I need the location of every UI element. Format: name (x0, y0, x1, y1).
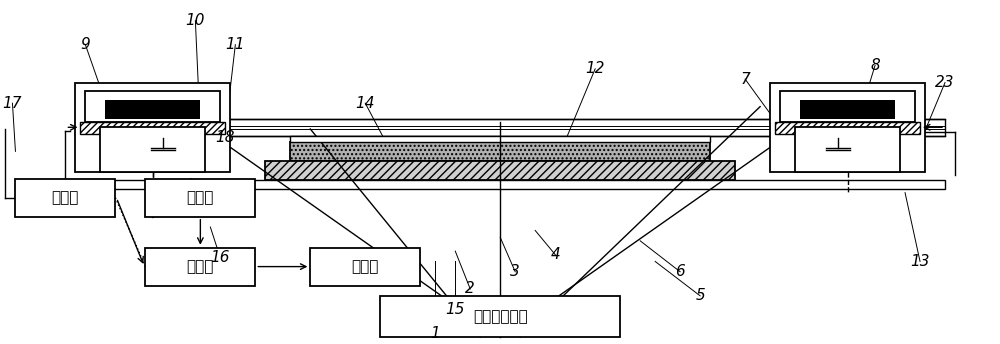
Bar (15, 179, 115, 217)
Bar (265, 161, 735, 180)
Bar (780, 91, 915, 122)
Text: 示波器: 示波器 (187, 259, 214, 274)
Bar (380, 296, 620, 337)
Text: 计算机: 计算机 (352, 259, 379, 274)
Text: 17: 17 (3, 96, 22, 111)
Text: 18: 18 (216, 130, 235, 145)
Text: 1: 1 (430, 326, 440, 341)
Text: 3: 3 (510, 264, 520, 279)
Bar (145, 179, 255, 217)
Text: 高压直流电源: 高压直流电源 (473, 309, 528, 324)
Bar (290, 136, 710, 142)
Bar (85, 91, 220, 122)
Text: 13: 13 (910, 254, 930, 269)
Bar (105, 100, 200, 119)
Text: 7: 7 (740, 72, 750, 87)
Bar (775, 122, 920, 134)
Text: 15: 15 (445, 302, 465, 317)
Text: 12: 12 (585, 61, 605, 76)
Text: 脉冲源: 脉冲源 (52, 190, 79, 205)
Bar (290, 142, 710, 161)
Text: 2: 2 (465, 281, 475, 297)
Text: 6: 6 (675, 264, 685, 279)
Text: 9: 9 (81, 37, 90, 52)
Bar (80, 122, 225, 134)
Bar (75, 119, 945, 136)
Text: 14: 14 (356, 96, 375, 111)
Bar (770, 83, 925, 172)
Bar (795, 127, 900, 172)
Bar (100, 127, 205, 172)
Text: 4: 4 (550, 247, 560, 262)
Bar (310, 248, 420, 286)
Text: 10: 10 (186, 13, 205, 28)
Bar (75, 180, 945, 189)
Text: 11: 11 (226, 37, 245, 52)
Text: 放大器: 放大器 (187, 190, 214, 205)
Bar (75, 83, 230, 172)
Text: 5: 5 (695, 288, 705, 303)
Text: 23: 23 (935, 75, 955, 90)
Bar (145, 248, 255, 286)
Text: 16: 16 (211, 250, 230, 266)
Text: 8: 8 (870, 58, 880, 73)
Bar (800, 100, 895, 119)
